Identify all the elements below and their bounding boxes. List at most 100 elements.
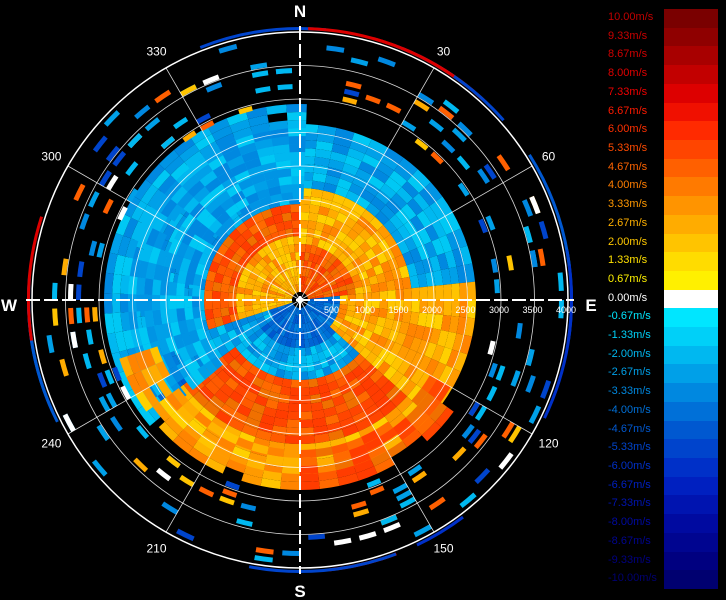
echo-cell bbox=[389, 170, 408, 188]
echo-cell bbox=[155, 361, 171, 379]
echo-cell bbox=[251, 267, 262, 276]
echo-cell bbox=[328, 254, 338, 265]
scale-swatch bbox=[664, 289, 718, 309]
echo-cell bbox=[332, 248, 343, 259]
echo-cell bbox=[188, 329, 200, 344]
echo-cell bbox=[46, 334, 55, 354]
echo-cell bbox=[339, 300, 348, 306]
echo-cell bbox=[274, 314, 283, 322]
echo-cell bbox=[223, 267, 235, 278]
echo-cell bbox=[379, 300, 389, 310]
echo-cell bbox=[501, 421, 515, 439]
echo-cell bbox=[416, 244, 430, 261]
echo-cell bbox=[234, 234, 247, 247]
echo-cell bbox=[228, 292, 237, 300]
echo-cell bbox=[171, 254, 184, 271]
azimuth-label: 210 bbox=[146, 542, 166, 556]
echo-cell bbox=[295, 315, 299, 324]
echo-cell bbox=[347, 228, 359, 241]
echo-cell bbox=[459, 334, 473, 355]
echo-cell bbox=[241, 359, 253, 372]
echo-cell bbox=[429, 255, 441, 272]
echo-cell bbox=[307, 302, 316, 307]
azimuth-spoke bbox=[299, 165, 533, 301]
echo-cell bbox=[338, 308, 347, 315]
echo-cell bbox=[427, 285, 436, 300]
echo-cell bbox=[271, 136, 290, 147]
echo-cell bbox=[286, 112, 307, 121]
echo-cell bbox=[360, 277, 371, 287]
echo-cell bbox=[223, 248, 236, 260]
echo-cell bbox=[332, 332, 342, 342]
scale-swatch bbox=[664, 46, 718, 66]
echo-cell bbox=[339, 170, 356, 184]
echo-cell bbox=[332, 320, 342, 329]
echo-cell bbox=[391, 192, 408, 209]
echo-cell bbox=[235, 246, 247, 258]
echo-cell bbox=[320, 284, 330, 291]
echo-cell bbox=[189, 202, 206, 219]
echo-cell bbox=[159, 149, 180, 170]
echo-cell bbox=[431, 361, 447, 380]
echo-cell bbox=[202, 213, 217, 229]
echo-cell bbox=[133, 179, 152, 201]
echo-cell bbox=[361, 153, 380, 169]
echo-cell bbox=[312, 417, 327, 428]
echo-cell bbox=[329, 267, 339, 277]
echo-cell bbox=[272, 281, 281, 288]
echo-cell bbox=[300, 449, 317, 458]
echo-cell bbox=[364, 248, 377, 260]
echo-cell bbox=[307, 370, 317, 380]
echo-cell bbox=[59, 358, 69, 377]
echo-cell bbox=[296, 307, 300, 316]
echo-cell bbox=[303, 315, 308, 324]
echo-cell bbox=[305, 346, 312, 356]
scale-swatch bbox=[664, 383, 718, 402]
echo-cell bbox=[358, 358, 372, 372]
echo-cell bbox=[257, 248, 268, 259]
echo-cell bbox=[154, 324, 166, 341]
echo-cell bbox=[363, 292, 372, 300]
echo-cell bbox=[210, 205, 226, 220]
echo-cell bbox=[314, 304, 323, 310]
echo-cell bbox=[118, 370, 135, 393]
echo-cell bbox=[295, 284, 299, 293]
echo-cell bbox=[345, 190, 360, 204]
echo-cell bbox=[96, 242, 105, 258]
echo-cell bbox=[261, 267, 271, 277]
echo-cell bbox=[184, 307, 194, 321]
echo-cell bbox=[360, 313, 371, 323]
echo-cell bbox=[148, 364, 164, 383]
echo-cell bbox=[312, 272, 319, 281]
echo-cell bbox=[99, 170, 112, 187]
echo-cell bbox=[109, 232, 124, 255]
echo-cell bbox=[112, 273, 122, 294]
echo-cell bbox=[383, 248, 396, 261]
echo-cell bbox=[392, 417, 412, 435]
echo-cell bbox=[273, 417, 288, 428]
echo-cell bbox=[292, 192, 304, 201]
echo-cell bbox=[152, 309, 163, 326]
echo-cell bbox=[411, 388, 428, 406]
echo-cell bbox=[276, 292, 285, 297]
echo-cell bbox=[355, 326, 366, 336]
echo-cell bbox=[216, 369, 231, 384]
echo-cell bbox=[351, 273, 361, 283]
echo-cell bbox=[293, 236, 300, 245]
echo-cell bbox=[148, 246, 161, 265]
echo-cell bbox=[300, 284, 304, 293]
echo-cell bbox=[411, 470, 427, 484]
echo-cell bbox=[283, 280, 291, 289]
echo-cell bbox=[313, 306, 322, 312]
echo-cell bbox=[130, 221, 146, 242]
echo-cell bbox=[276, 334, 284, 344]
echo-cell bbox=[324, 373, 336, 384]
echo-cell bbox=[290, 306, 296, 314]
echo-cell bbox=[430, 151, 444, 165]
echo-cell bbox=[314, 274, 322, 283]
echo-cell bbox=[52, 308, 59, 326]
echo-cell bbox=[411, 287, 420, 300]
echo-cell bbox=[451, 300, 461, 317]
azimuth-label: 300 bbox=[41, 150, 61, 164]
echo-cell bbox=[373, 264, 384, 276]
